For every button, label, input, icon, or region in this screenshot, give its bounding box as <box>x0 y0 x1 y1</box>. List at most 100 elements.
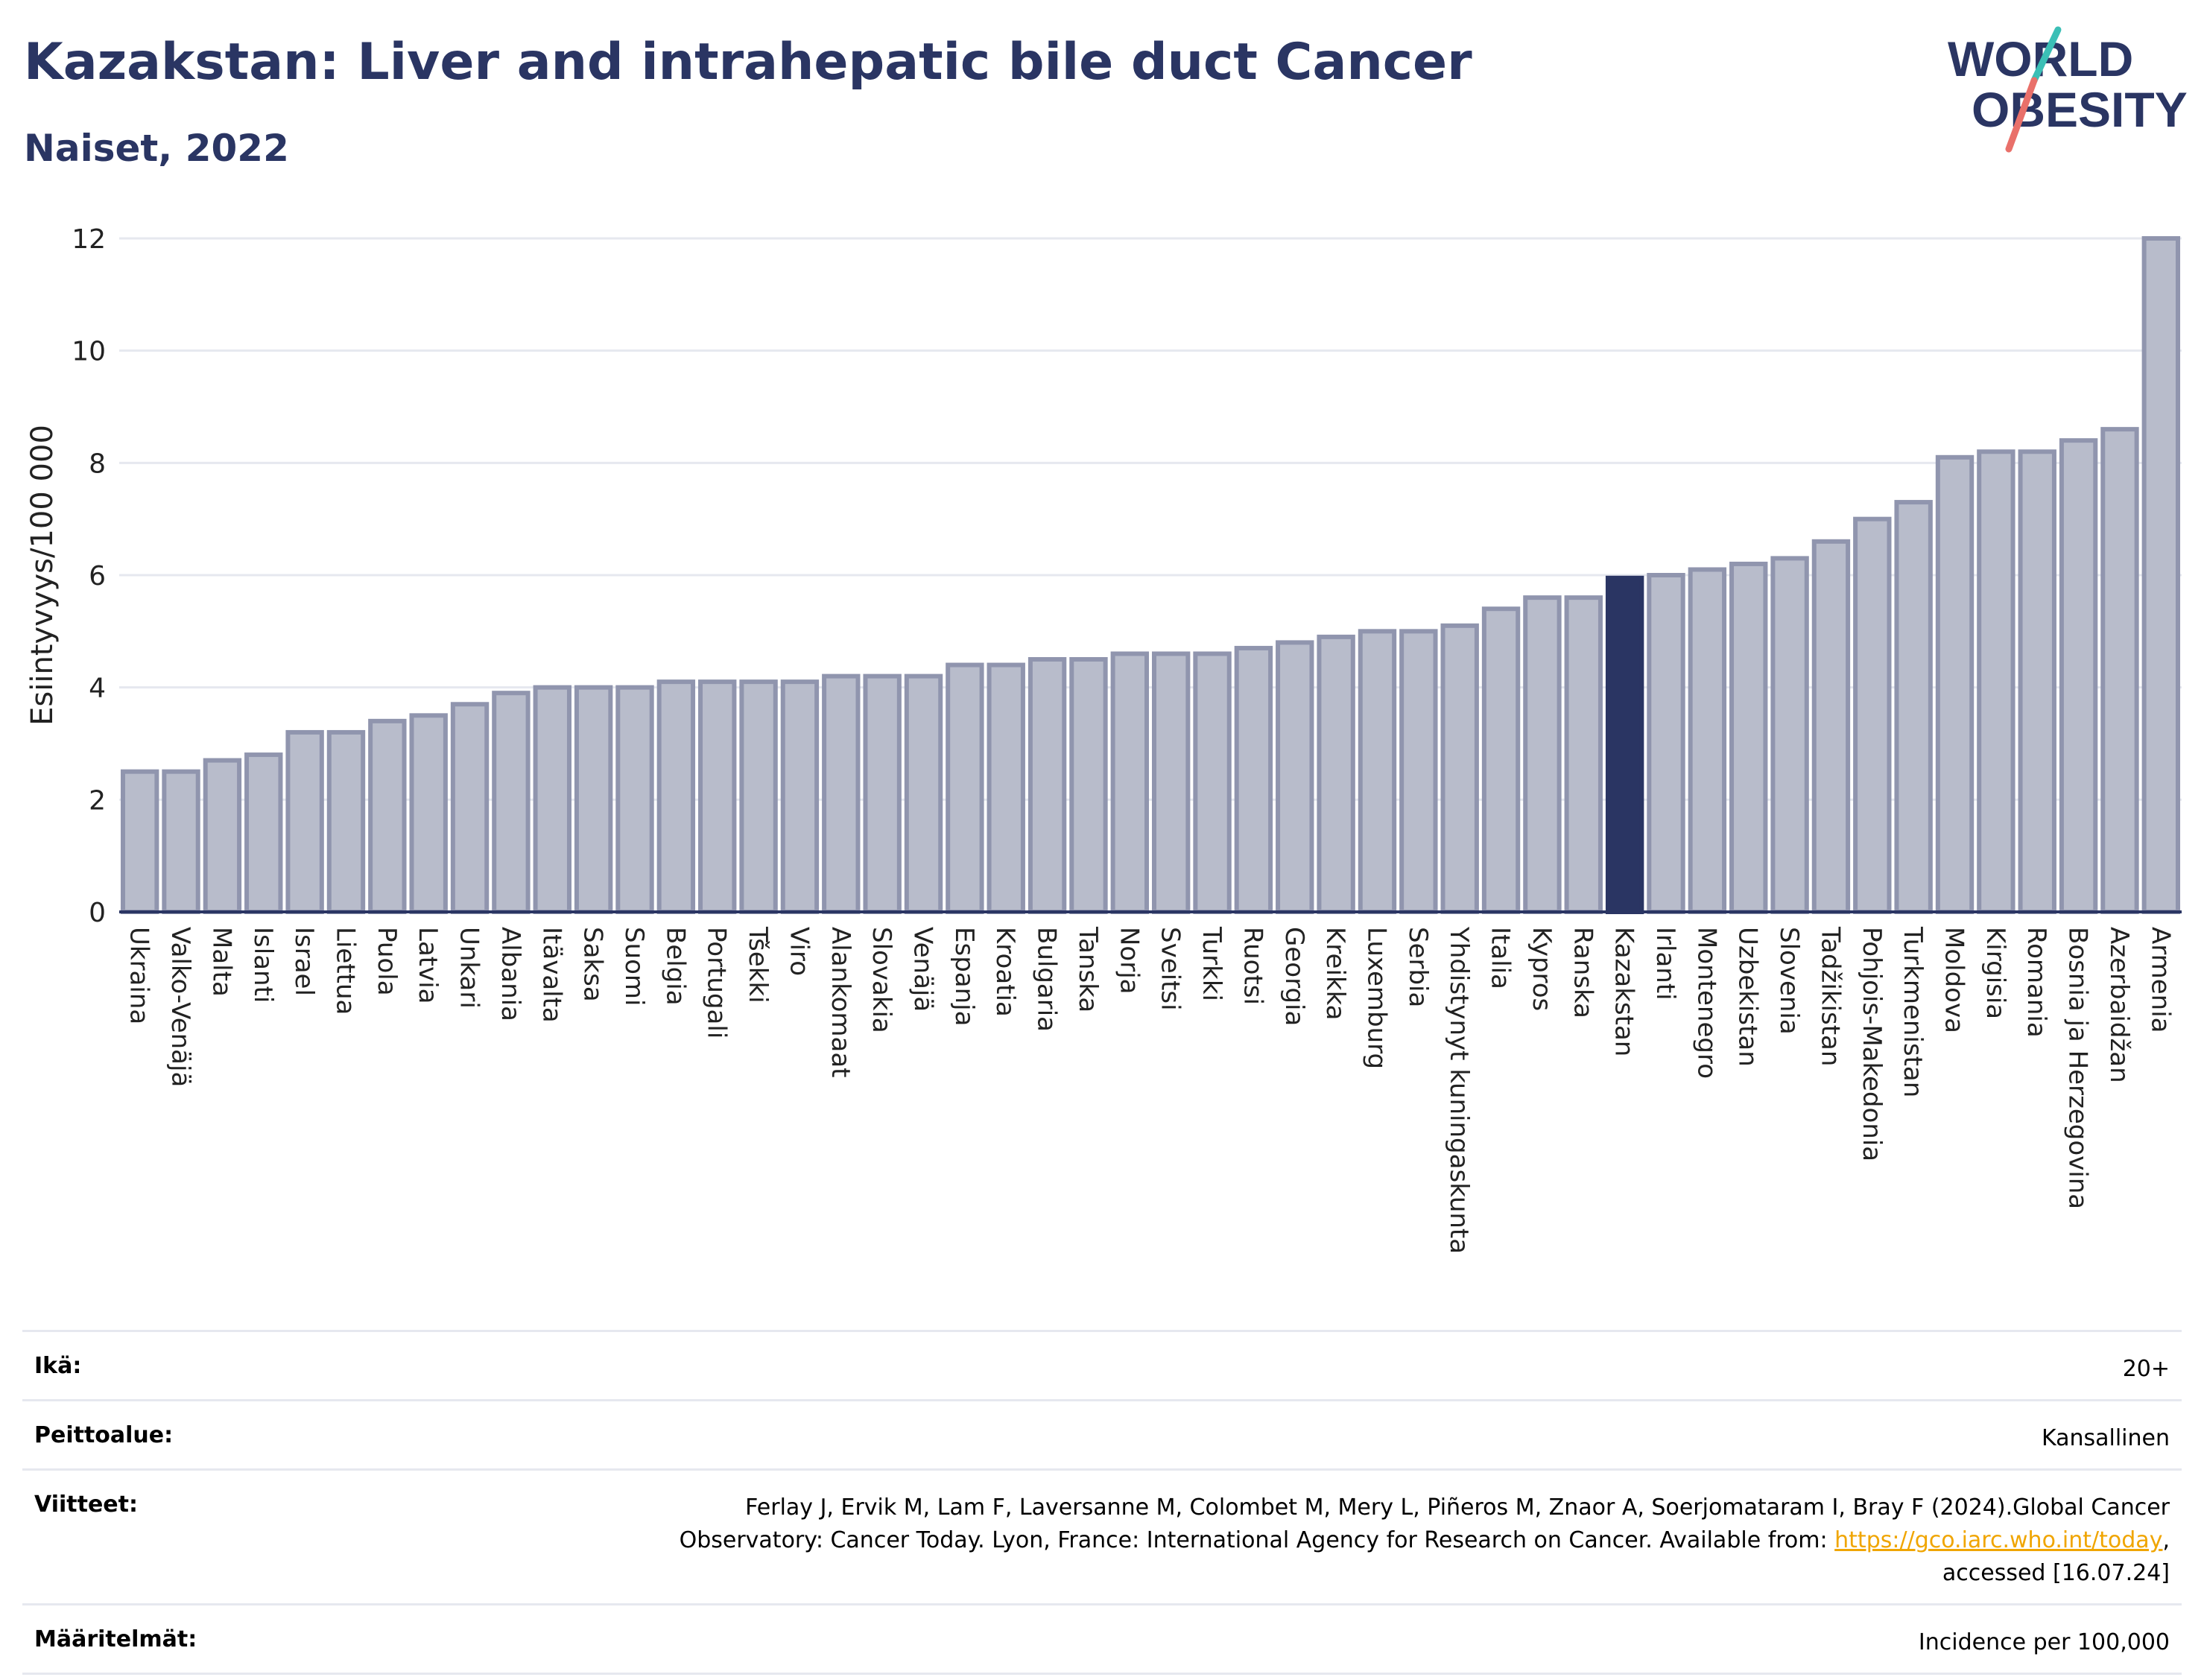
bar-chart: 0 2 4 6 8 10 12 Esiintyvyys/100 000 Ukraina Valko… <box>25 224 2182 1254</box>
bar-tšekki <box>739 679 778 915</box>
x-tick-label: Yhdistynyt kuningaskunta <box>1444 926 1474 1254</box>
bar-liettua <box>326 729 366 915</box>
x-tick-label: Turkki <box>1197 926 1226 1001</box>
bar-espanja <box>946 662 984 914</box>
x-tick-label: Kypros <box>1527 927 1557 1011</box>
x-tick-label: Armenia <box>2145 927 2175 1033</box>
x-tick-label: Suomi <box>619 927 649 1007</box>
x-tick-label: Uzbekistan <box>1733 927 1763 1067</box>
y-tick-label: 10 <box>72 337 106 367</box>
age-value: 20+ <box>2122 1356 2170 1382</box>
bar-portugali <box>698 679 737 915</box>
bar-saksa <box>574 685 613 915</box>
x-tick-label: Unkari <box>455 927 484 1009</box>
x-tick-label: Georgia <box>1279 927 1309 1026</box>
bar-valko-venäjä <box>162 769 200 914</box>
bar-kroatia <box>987 662 1025 914</box>
x-tick-label: Portugali <box>702 927 732 1039</box>
logo-word-world: WORLD <box>1948 31 2133 86</box>
x-tick-label: Moldova <box>1939 927 1969 1033</box>
x-tick-label: Pohjois-Makedonia <box>1857 927 1887 1161</box>
bar-kreikka <box>1317 634 1355 914</box>
bar-turkki <box>1193 651 1232 914</box>
bar-unkari <box>450 702 490 914</box>
tick-labels: 0 2 4 6 8 10 12 Esiintyvyys/100 000 Ukraina Valko… <box>25 224 2175 1254</box>
x-tick-label: Puola <box>372 927 402 996</box>
x-tick-label: Irlanti <box>1650 927 1680 1001</box>
bar-israel <box>285 729 324 915</box>
bar-ranska <box>1564 595 1603 915</box>
x-tick-label: Ranska <box>1568 927 1597 1018</box>
y-tick-label: 4 <box>89 673 106 704</box>
bar-albania <box>492 691 531 914</box>
x-tick-label: Bosnia ja Herzegovina <box>2063 927 2093 1209</box>
x-tick-label: Alankomaat <box>826 927 855 1078</box>
bar-azerbaidžan <box>2100 427 2139 914</box>
definitions-value: Incidence per 100,000 <box>1918 1629 2170 1655</box>
x-tick-label: Tšekki <box>743 926 773 1004</box>
x-tick-label: Tanska <box>1073 926 1103 1012</box>
bar-georgia <box>1276 640 1314 915</box>
x-tick-label: Romania <box>2021 927 2051 1038</box>
x-tick-label: Sveitsi <box>1156 927 1185 1011</box>
logo-slash-red <box>2005 77 2038 153</box>
bar-ukraina <box>120 769 159 914</box>
x-tick-label: Kreikka <box>1320 927 1350 1021</box>
bar-kazakstan <box>1605 575 1644 914</box>
x-tick-label: Turkmenistan <box>1898 926 1928 1097</box>
info-row-definitions: Määritelmät: Incidence per 100,000 <box>22 1603 2182 1675</box>
x-tick-label: Espanja <box>949 927 979 1026</box>
references-line-1: Ferlay J, Ervik M, Lam F, Laversanne M, … <box>745 1494 2170 1521</box>
bar-luxemburg <box>1358 629 1397 914</box>
references-line-3: accessed [16.07.24] <box>1942 1560 2170 1586</box>
bar-norja <box>1110 651 1150 914</box>
logo-word-obesity: OBESITY <box>1972 82 2188 137</box>
bar-bosnia-ja-herzegovina <box>2059 438 2098 914</box>
x-tick-label: Slovakia <box>867 927 896 1033</box>
x-tick-label: Itävalta <box>536 927 566 1023</box>
x-tick-label: Israel <box>289 927 319 996</box>
bar-itävalta <box>533 685 571 915</box>
references-link[interactable]: https://gco.iarc.who.int/today <box>1834 1527 2163 1553</box>
bar-armenia <box>2141 236 2181 914</box>
bar-yhdistynyt-kuningaskunta <box>1440 623 1479 914</box>
x-tick-label: Malta <box>206 927 236 997</box>
info-row-coverage: Peittoalue: Kansallinen <box>22 1399 2182 1468</box>
x-tick-label: Luxemburg <box>1361 927 1391 1069</box>
bar-alankomaat <box>822 673 861 914</box>
bar-viro <box>780 679 820 915</box>
x-tick-label: Latvia <box>413 927 443 1004</box>
y-tick-label: 0 <box>89 898 106 928</box>
x-tick-label: Bulgaria <box>1032 927 1062 1032</box>
bar-tadžikistan <box>1811 539 1851 914</box>
x-tick-label: Ukraina <box>124 927 154 1024</box>
bar-islanti <box>244 752 283 914</box>
x-tick-label: Viro <box>784 927 814 976</box>
x-tick-label: Kirgisia <box>1980 927 2010 1019</box>
coverage-value: Kansallinen <box>2041 1425 2170 1451</box>
bar-montenegro <box>1688 567 1727 914</box>
y-tick-label: 8 <box>89 448 106 479</box>
x-tick-label: Montenegro <box>1691 927 1721 1079</box>
y-axis-title: Esiintyvyys/100 000 <box>25 425 60 726</box>
x-tick-label: Valko-Venäjä <box>165 927 195 1087</box>
x-tick-label: Italia <box>1486 927 1516 989</box>
age-label: Ikä: <box>34 1353 82 1379</box>
info-row-age: Ikä: 20+ <box>22 1330 2182 1399</box>
x-tick-label: Norja <box>1114 927 1144 995</box>
x-tick-label: Venäjä <box>908 927 938 1012</box>
x-tick-label: Azerbaidžan <box>2104 927 2134 1083</box>
y-tick-label: 2 <box>89 785 106 816</box>
x-tick-label: Liettua <box>330 927 360 1015</box>
bar-tanska <box>1069 657 1108 914</box>
bar-bulgaria <box>1027 657 1067 914</box>
bar-pohjois-makedonia <box>1853 516 1892 914</box>
chart-subtitle: Naiset, 2022 <box>24 127 289 170</box>
x-tick-label: Kazakstan <box>1609 927 1639 1056</box>
x-tick-label: Islanti <box>248 927 278 1003</box>
references-label: Viitteet: <box>34 1492 138 1518</box>
bar-sveitsi <box>1151 651 1191 914</box>
bar-moldova <box>1935 454 1975 914</box>
bar-kirgisia <box>1977 449 2015 914</box>
bar-turkmenistan <box>1894 500 1933 914</box>
